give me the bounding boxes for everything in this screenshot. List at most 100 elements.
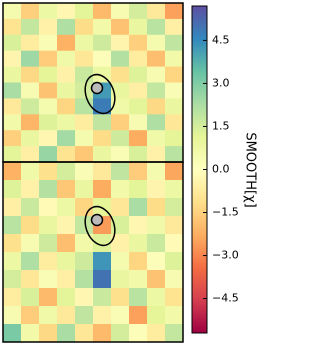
heatmap-cell <box>57 306 76 325</box>
heatmap-cell <box>3 306 22 325</box>
colorbar-tick-label: 4.5 <box>212 33 230 46</box>
heatmap-cell <box>129 288 148 307</box>
heatmap-cell <box>75 180 94 199</box>
heatmap-cell <box>147 3 166 20</box>
heatmap-cell <box>39 252 58 271</box>
heatmap-cell <box>21 98 40 115</box>
circle-marker <box>90 213 104 227</box>
ellipse-marker <box>84 73 116 115</box>
heatmap-cell <box>111 162 130 181</box>
heatmap-cell <box>21 270 40 289</box>
heatmap-cell <box>3 130 22 147</box>
heatmap-cell <box>93 130 112 147</box>
heatmap-cell <box>21 252 40 271</box>
heatmap-cell <box>39 288 58 307</box>
heatmap-cell <box>147 114 166 131</box>
heatmap-cell <box>75 324 94 342</box>
heatmap-cell <box>3 66 22 83</box>
heatmap-cell <box>93 324 112 342</box>
heatmap-cell <box>129 18 148 36</box>
heatmap-cell <box>3 50 22 68</box>
heatmap-cell <box>147 306 166 325</box>
heatmap-cell <box>147 324 166 342</box>
heatmap-cell <box>57 34 76 52</box>
heatmap-cell <box>21 288 40 307</box>
heatmap-cells <box>3 3 183 342</box>
heatmap-cell <box>147 162 166 181</box>
heatmap-cell <box>3 18 22 36</box>
heatmap-cell <box>75 114 94 131</box>
heatmap-cell <box>165 130 183 147</box>
heatmap-cell <box>93 3 112 20</box>
heatmap-cell <box>57 234 76 253</box>
heatmap-cell <box>75 252 94 271</box>
heatmap-cell <box>147 98 166 115</box>
heatmap-cell <box>21 234 40 253</box>
heatmap-cell <box>75 50 94 68</box>
heatmap-cell <box>21 34 40 52</box>
heatmap-cell <box>75 198 94 217</box>
heatmap-cell <box>39 50 58 68</box>
colorbar-tick-label: 1.5 <box>212 119 230 132</box>
heatmap-cell <box>93 234 112 253</box>
heatmap-cell <box>3 34 22 52</box>
heatmap-cell <box>39 18 58 36</box>
heatmap-cell <box>21 306 40 325</box>
panel-frame <box>2 161 184 343</box>
heatmap-cell <box>93 146 112 162</box>
heatmap-cell <box>147 180 166 199</box>
heatmap-cell <box>165 324 183 342</box>
heatmap-cell <box>165 82 183 99</box>
heatmap-cell <box>165 34 183 52</box>
heatmap-cell <box>165 234 183 253</box>
heatmap-cell <box>111 288 130 307</box>
heatmap-cell <box>57 288 76 307</box>
heatmap-cell <box>39 270 58 289</box>
heatmap-cell <box>165 252 183 271</box>
heatmap-cell <box>129 66 148 83</box>
heatmap-cell <box>57 324 76 342</box>
heatmap-cell <box>3 216 22 235</box>
heatmap-cell <box>147 288 166 307</box>
heatmap-cell <box>57 50 76 68</box>
heatmap-cell <box>57 198 76 217</box>
heatmap-cell <box>93 18 112 36</box>
heatmap-cell <box>39 130 58 147</box>
heatmap-cell <box>93 180 112 199</box>
annotations <box>84 73 116 247</box>
heatmap-cell <box>165 288 183 307</box>
heatmap-cell <box>93 98 112 115</box>
heatmap-cell <box>165 18 183 36</box>
heatmap-cell <box>3 198 22 217</box>
heatmap-cell <box>21 3 40 20</box>
heatmap-cell <box>147 50 166 68</box>
heatmap-cell <box>3 162 22 181</box>
colorbar-label: SMOOTH[χ] <box>243 132 258 207</box>
colorbar-tick-label: −1.5 <box>212 206 239 219</box>
heatmap-cell <box>57 216 76 235</box>
heatmap-cell <box>165 50 183 68</box>
heatmap-cell <box>111 66 130 83</box>
heatmap-cell <box>57 114 76 131</box>
heatmap-panel <box>3 3 183 162</box>
heatmap-cell <box>75 18 94 36</box>
heatmap-cell <box>147 234 166 253</box>
figure: SMOOTH[χ] 4.5 3.0 1.5 0.0 −1.5 −3.0 −4.5 <box>2 2 258 343</box>
heatmap-cell <box>75 270 94 289</box>
heatmap-cell <box>111 98 130 115</box>
heatmap-cell <box>39 180 58 199</box>
colorbar-tick-label: 3.0 <box>212 76 230 89</box>
heatmap-cell <box>111 146 130 162</box>
heatmap-cell <box>39 162 58 181</box>
heatmap-cell <box>111 306 130 325</box>
heatmap-cell <box>21 114 40 131</box>
heatmap-cell <box>129 98 148 115</box>
colorbar-tick-label: −4.5 <box>212 292 239 305</box>
heatmap-cell <box>93 288 112 307</box>
heatmap-cell <box>39 114 58 131</box>
heatmap-cell <box>111 270 130 289</box>
heatmap-cell <box>21 180 40 199</box>
heatmap-cell <box>21 66 40 83</box>
heatmap-cell <box>57 18 76 36</box>
colorbar-tick-label: −3.0 <box>212 249 239 262</box>
